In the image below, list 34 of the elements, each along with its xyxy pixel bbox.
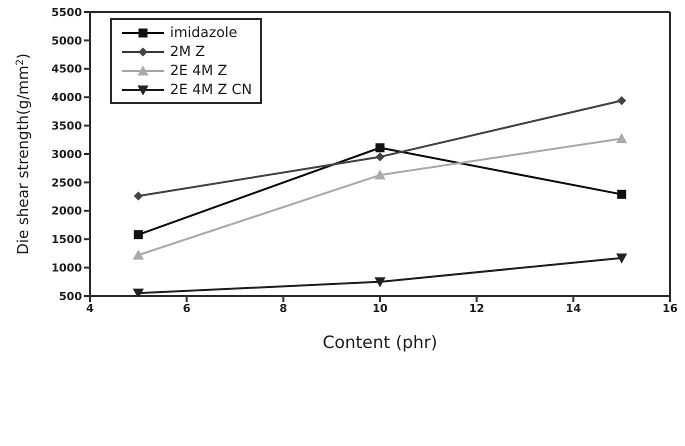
legend-label: imidazole [170,24,238,40]
point [134,192,143,201]
x-axis-title: Content (phr) [322,333,438,353]
y-tick-label: 3500 [51,120,82,133]
x-tick-label: 12 [469,302,484,315]
x-tick-label: 16 [662,302,678,315]
point [374,170,386,180]
legend-label: 2E 4M Z [170,62,228,78]
point [617,96,626,106]
x-tick-label: 4 [86,302,94,315]
y-tick-label: 4000 [51,91,82,104]
x-tick-label: 8 [280,302,288,315]
point [374,277,386,288]
x-tick-label: 14 [566,302,582,315]
y-tick-label: 3000 [51,148,82,161]
x-tick-label: 6 [182,302,191,315]
point [376,143,384,152]
y-tick-label: 1500 [51,233,82,246]
y-tick-label: 5500 [51,6,82,19]
y-tick-label: 2000 [51,204,82,218]
x-tick-label: 10 [372,302,388,315]
point [132,250,144,260]
y-tick-label: 2500 [51,176,82,190]
point [616,133,628,144]
y-tick-label: 500 [59,290,82,303]
legend-label: 2M Z [170,44,206,60]
y-tick-label: 5000 [51,34,82,48]
point [134,230,143,240]
point [616,253,628,264]
y-tick-label: 4500 [51,62,82,76]
point [376,152,384,162]
point [617,190,626,199]
legend-label: 2E 4M Z CN [170,82,252,98]
y-tick-label: 1000 [51,262,82,275]
